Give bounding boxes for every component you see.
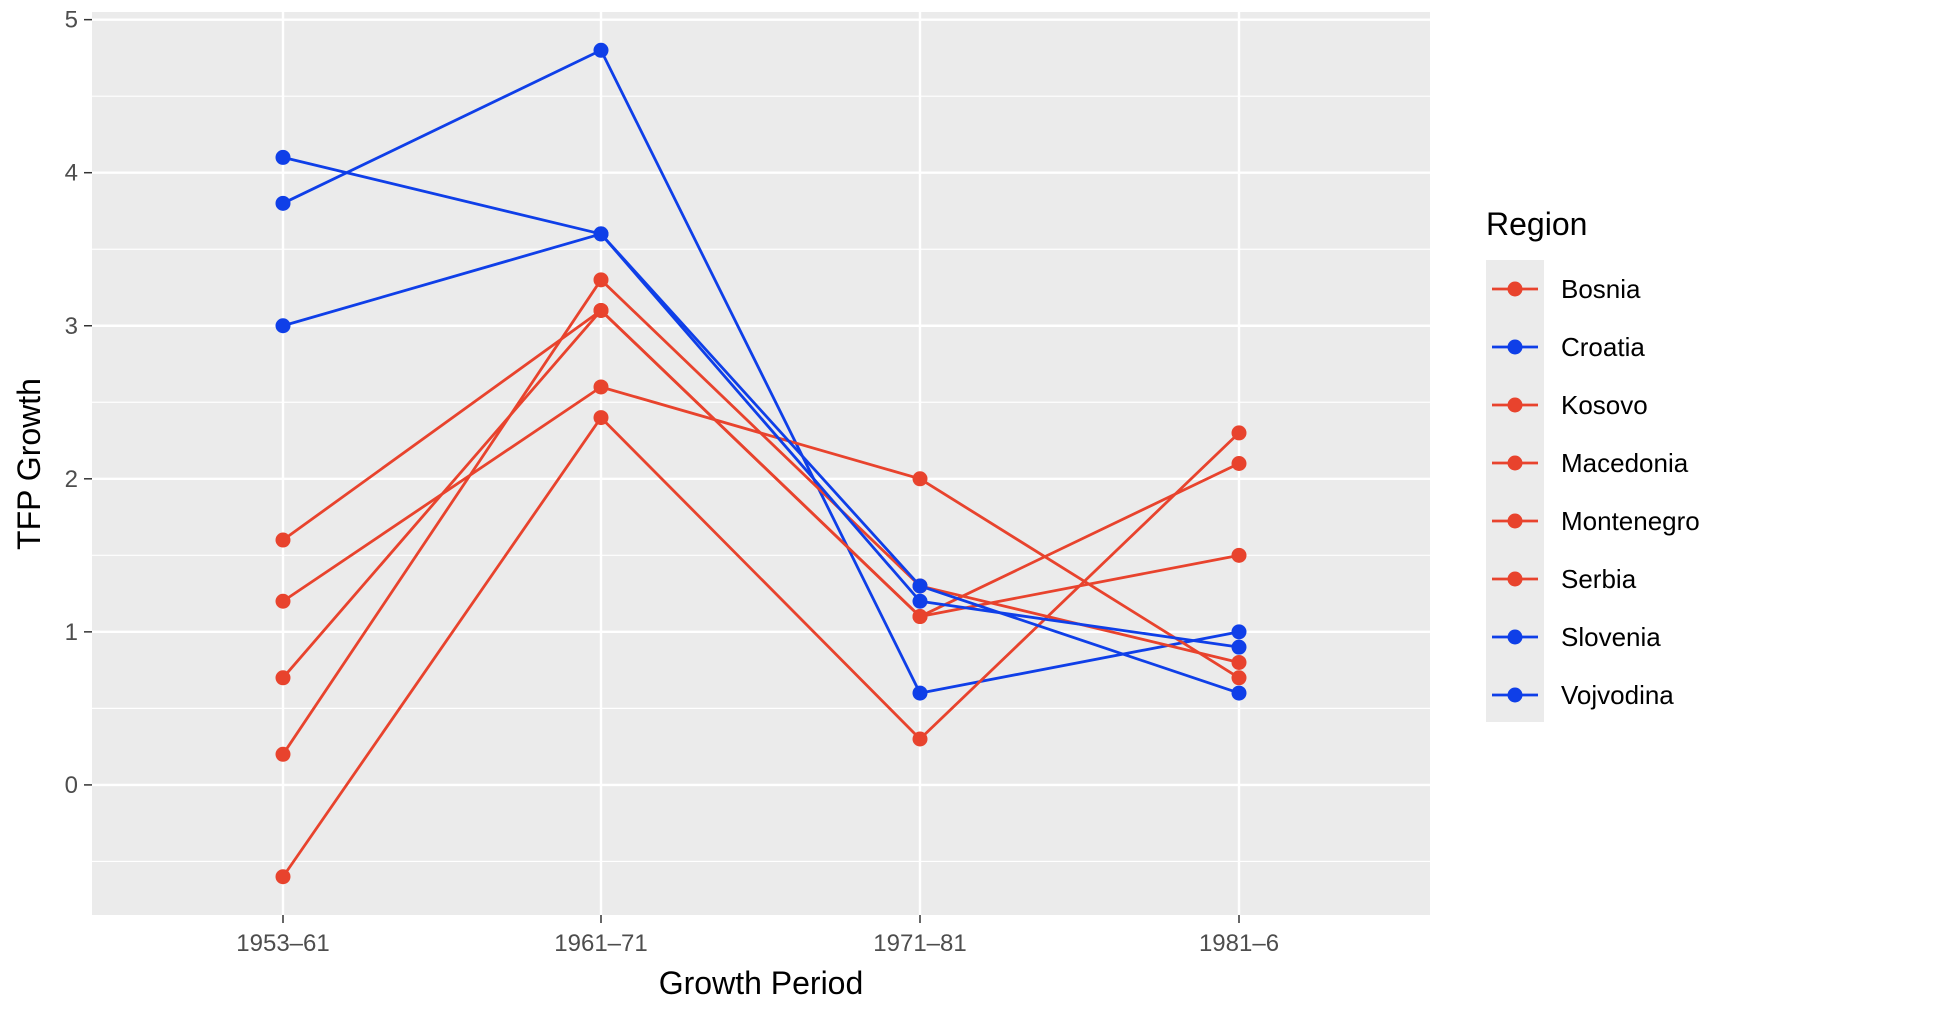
- data-point: [1231, 547, 1247, 563]
- legend-label: Croatia: [1561, 332, 1645, 362]
- data-point: [1231, 456, 1247, 471]
- legend-label: Macedonia: [1561, 448, 1689, 478]
- y-tick-label: 1: [65, 619, 78, 646]
- legend-key-background: [1486, 260, 1544, 722]
- legend-key-point: [1507, 455, 1523, 471]
- legend-key-point: [1507, 339, 1523, 355]
- data-point: [593, 379, 609, 395]
- data-point: [1231, 624, 1247, 640]
- y-axis: 0 1 2 3 4 5: [65, 7, 92, 799]
- data-point: [1231, 670, 1247, 686]
- data-point: [275, 593, 291, 609]
- data-point: [275, 532, 291, 548]
- legend-key-point: [1507, 397, 1523, 413]
- legend-label: Slovenia: [1561, 622, 1661, 652]
- x-axis-title: Growth Period: [659, 965, 864, 1001]
- data-point: [1231, 685, 1247, 701]
- data-point: [1231, 639, 1247, 655]
- legend: Region Bosnia Croatia Kosovo Macedonia Monte…: [1486, 206, 1700, 722]
- x-tick-label: 1981–6: [1199, 930, 1279, 957]
- data-point: [912, 609, 928, 625]
- series-points: [275, 42, 1247, 885]
- y-tick-label: 2: [65, 466, 78, 493]
- data-point: [593, 272, 609, 288]
- y-axis-title: TFP Growth: [11, 378, 47, 550]
- y-tick-label: 3: [65, 313, 78, 340]
- series-line: [282, 385, 1240, 679]
- data-point: [1231, 654, 1247, 670]
- data-point: [275, 195, 291, 211]
- legend-title: Region: [1486, 206, 1587, 242]
- legend-label: Montenegro: [1561, 506, 1700, 536]
- x-axis: 1953–61 1961–71 1971–81 1981–6: [236, 915, 1279, 957]
- data-point: [912, 685, 928, 701]
- legend-label: Bosnia: [1561, 274, 1641, 304]
- series-line: [282, 309, 1240, 618]
- series-line: [282, 156, 1240, 695]
- data-point: [275, 746, 291, 762]
- data-point: [593, 302, 609, 318]
- legend-items: Bosnia Croatia Kosovo Macedonia Montenegro Se…: [1492, 274, 1700, 710]
- legend-label: Vojvodina: [1561, 680, 1674, 710]
- series-line: [282, 232, 1240, 649]
- legend-key-point: [1507, 571, 1523, 587]
- y-tick-label: 5: [65, 7, 78, 34]
- major-gridlines: [92, 12, 1430, 915]
- legend-key-point: [1507, 687, 1523, 703]
- data-point: [912, 593, 928, 609]
- data-point: [593, 226, 609, 242]
- data-point: [275, 869, 291, 885]
- y-tick-label: 0: [65, 772, 78, 799]
- data-point: [593, 42, 609, 58]
- legend-key-point: [1507, 629, 1523, 645]
- series-line: [282, 48, 1240, 695]
- data-point: [275, 318, 291, 334]
- x-tick-label: 1971–81: [873, 930, 966, 957]
- series-lines: [281, 48, 1240, 878]
- x-tick-label: 1953–61: [236, 930, 329, 957]
- legend-label: Serbia: [1561, 564, 1637, 594]
- data-point: [912, 471, 928, 487]
- data-point: [912, 731, 928, 747]
- x-tick-label: 1961–71: [554, 930, 647, 957]
- data-point: [275, 670, 291, 686]
- data-point: [275, 149, 291, 165]
- data-point: [593, 410, 609, 426]
- legend-key-point: [1507, 513, 1523, 529]
- data-point: [912, 578, 928, 594]
- legend-key-point: [1507, 281, 1523, 297]
- data-point: [1231, 425, 1247, 441]
- y-tick-label: 4: [65, 160, 78, 187]
- legend-label: Kosovo: [1561, 390, 1648, 420]
